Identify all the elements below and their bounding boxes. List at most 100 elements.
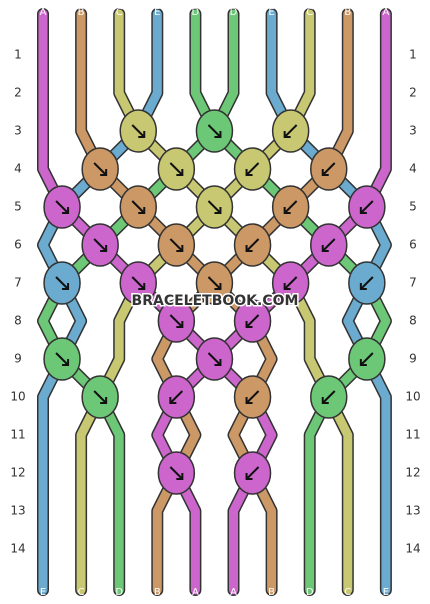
knot-arrowhead (176, 321, 184, 328)
row-label: 9 (409, 352, 417, 366)
row-label: 4 (409, 162, 417, 176)
knot-arrow (55, 352, 69, 366)
knot-arrow (169, 238, 184, 252)
knot-arrow (207, 200, 222, 214)
knot-arrowhead (176, 169, 184, 176)
knot-arrow (245, 162, 260, 176)
knot-arrowhead (138, 131, 146, 138)
row-label: 7 (409, 276, 417, 290)
knot-arrowhead (245, 397, 253, 404)
row-label: 10 (10, 390, 25, 404)
knot-arrow (322, 390, 336, 404)
bottom-label: E (40, 587, 46, 598)
knot-arrow (360, 352, 374, 366)
knot-arrowhead (62, 207, 70, 214)
knot-arrow (93, 390, 107, 404)
row-label: 6 (14, 238, 22, 252)
knot-arrow (322, 238, 336, 252)
knot-arrowhead (214, 359, 222, 366)
knot-arrow (169, 162, 184, 176)
knot-arrowhead (283, 283, 291, 290)
bottom-label: B (268, 587, 275, 598)
knot-arrowhead (283, 207, 291, 214)
knot-arrowhead (138, 207, 146, 214)
row-label: 11 (405, 428, 420, 442)
strand (38, 9, 238, 595)
strand (38, 9, 162, 595)
bottom-label: A (192, 587, 199, 598)
top-label: B (78, 7, 85, 18)
row-label: 2 (14, 86, 22, 100)
knot-arrow (169, 314, 184, 328)
row-label: 8 (14, 314, 22, 328)
knot-arrowhead (100, 397, 108, 404)
top-label: E (154, 7, 160, 18)
knot-arrowhead (100, 245, 108, 252)
row-label: 9 (14, 352, 22, 366)
knot-arrow (283, 276, 298, 290)
knot-arrowhead (359, 207, 367, 214)
knot-arrowhead (245, 169, 253, 176)
knot-arrow (207, 124, 222, 138)
watermark: BRACELETBOOK.COM (132, 293, 299, 309)
knot-arrowhead (359, 283, 367, 290)
knot-arrowhead (214, 207, 222, 214)
strand (152, 9, 391, 595)
knot-arrow (360, 200, 374, 214)
knot-arrow (207, 352, 222, 366)
bottom-label: C (344, 587, 351, 598)
row-label: 6 (409, 238, 417, 252)
knot-arrowhead (62, 359, 70, 366)
knot-arrow (207, 276, 222, 290)
knot-arrow (322, 162, 336, 176)
bottom-label: D (115, 587, 123, 598)
knot-arrow (169, 390, 184, 404)
knot-arrow (245, 314, 260, 328)
knot-arrow (360, 276, 374, 290)
row-label: 11 (10, 428, 25, 442)
row-label: 12 (10, 466, 25, 480)
knot-arrowhead (176, 473, 184, 480)
knot-arrowhead (283, 131, 291, 138)
knot-arrow (93, 238, 107, 252)
strand (76, 9, 315, 595)
strand (152, 9, 353, 595)
row-label: 1 (409, 48, 417, 62)
top-label: A (382, 7, 389, 18)
top-label: B (344, 7, 351, 18)
row-label: 10 (405, 390, 420, 404)
strand (76, 9, 277, 595)
row-label: 13 (405, 504, 420, 518)
row-label: 4 (14, 162, 22, 176)
knot-arrow (55, 200, 69, 214)
knot-arrow (245, 238, 260, 252)
strand (38, 9, 277, 595)
knot-arrowhead (62, 283, 70, 290)
knot-arrow (245, 390, 260, 404)
knot-arrow (245, 466, 260, 480)
bottom-label: E (383, 587, 389, 598)
strand (267, 9, 391, 595)
strand (114, 9, 353, 595)
knot-arrowhead (321, 169, 329, 176)
bottom-label: D (306, 587, 314, 598)
knot-arrowhead (321, 397, 329, 404)
row-label: 7 (14, 276, 22, 290)
knot-arrowhead (245, 321, 253, 328)
top-label: D (230, 7, 238, 18)
knot-arrowhead (359, 359, 367, 366)
knot-arrow (93, 162, 107, 176)
row-label: 5 (409, 200, 417, 214)
top-label: A (40, 7, 47, 18)
row-label: 2 (409, 86, 417, 100)
row-label: 12 (405, 466, 420, 480)
knot-arrow (169, 466, 184, 480)
top-label: C (306, 7, 313, 18)
knot-arrowhead (169, 397, 177, 404)
top-label: C (116, 7, 123, 18)
knot-arrowhead (245, 473, 253, 480)
row-label: 1 (14, 48, 22, 62)
knot-arrow (283, 200, 298, 214)
row-label: 14 (405, 542, 420, 556)
